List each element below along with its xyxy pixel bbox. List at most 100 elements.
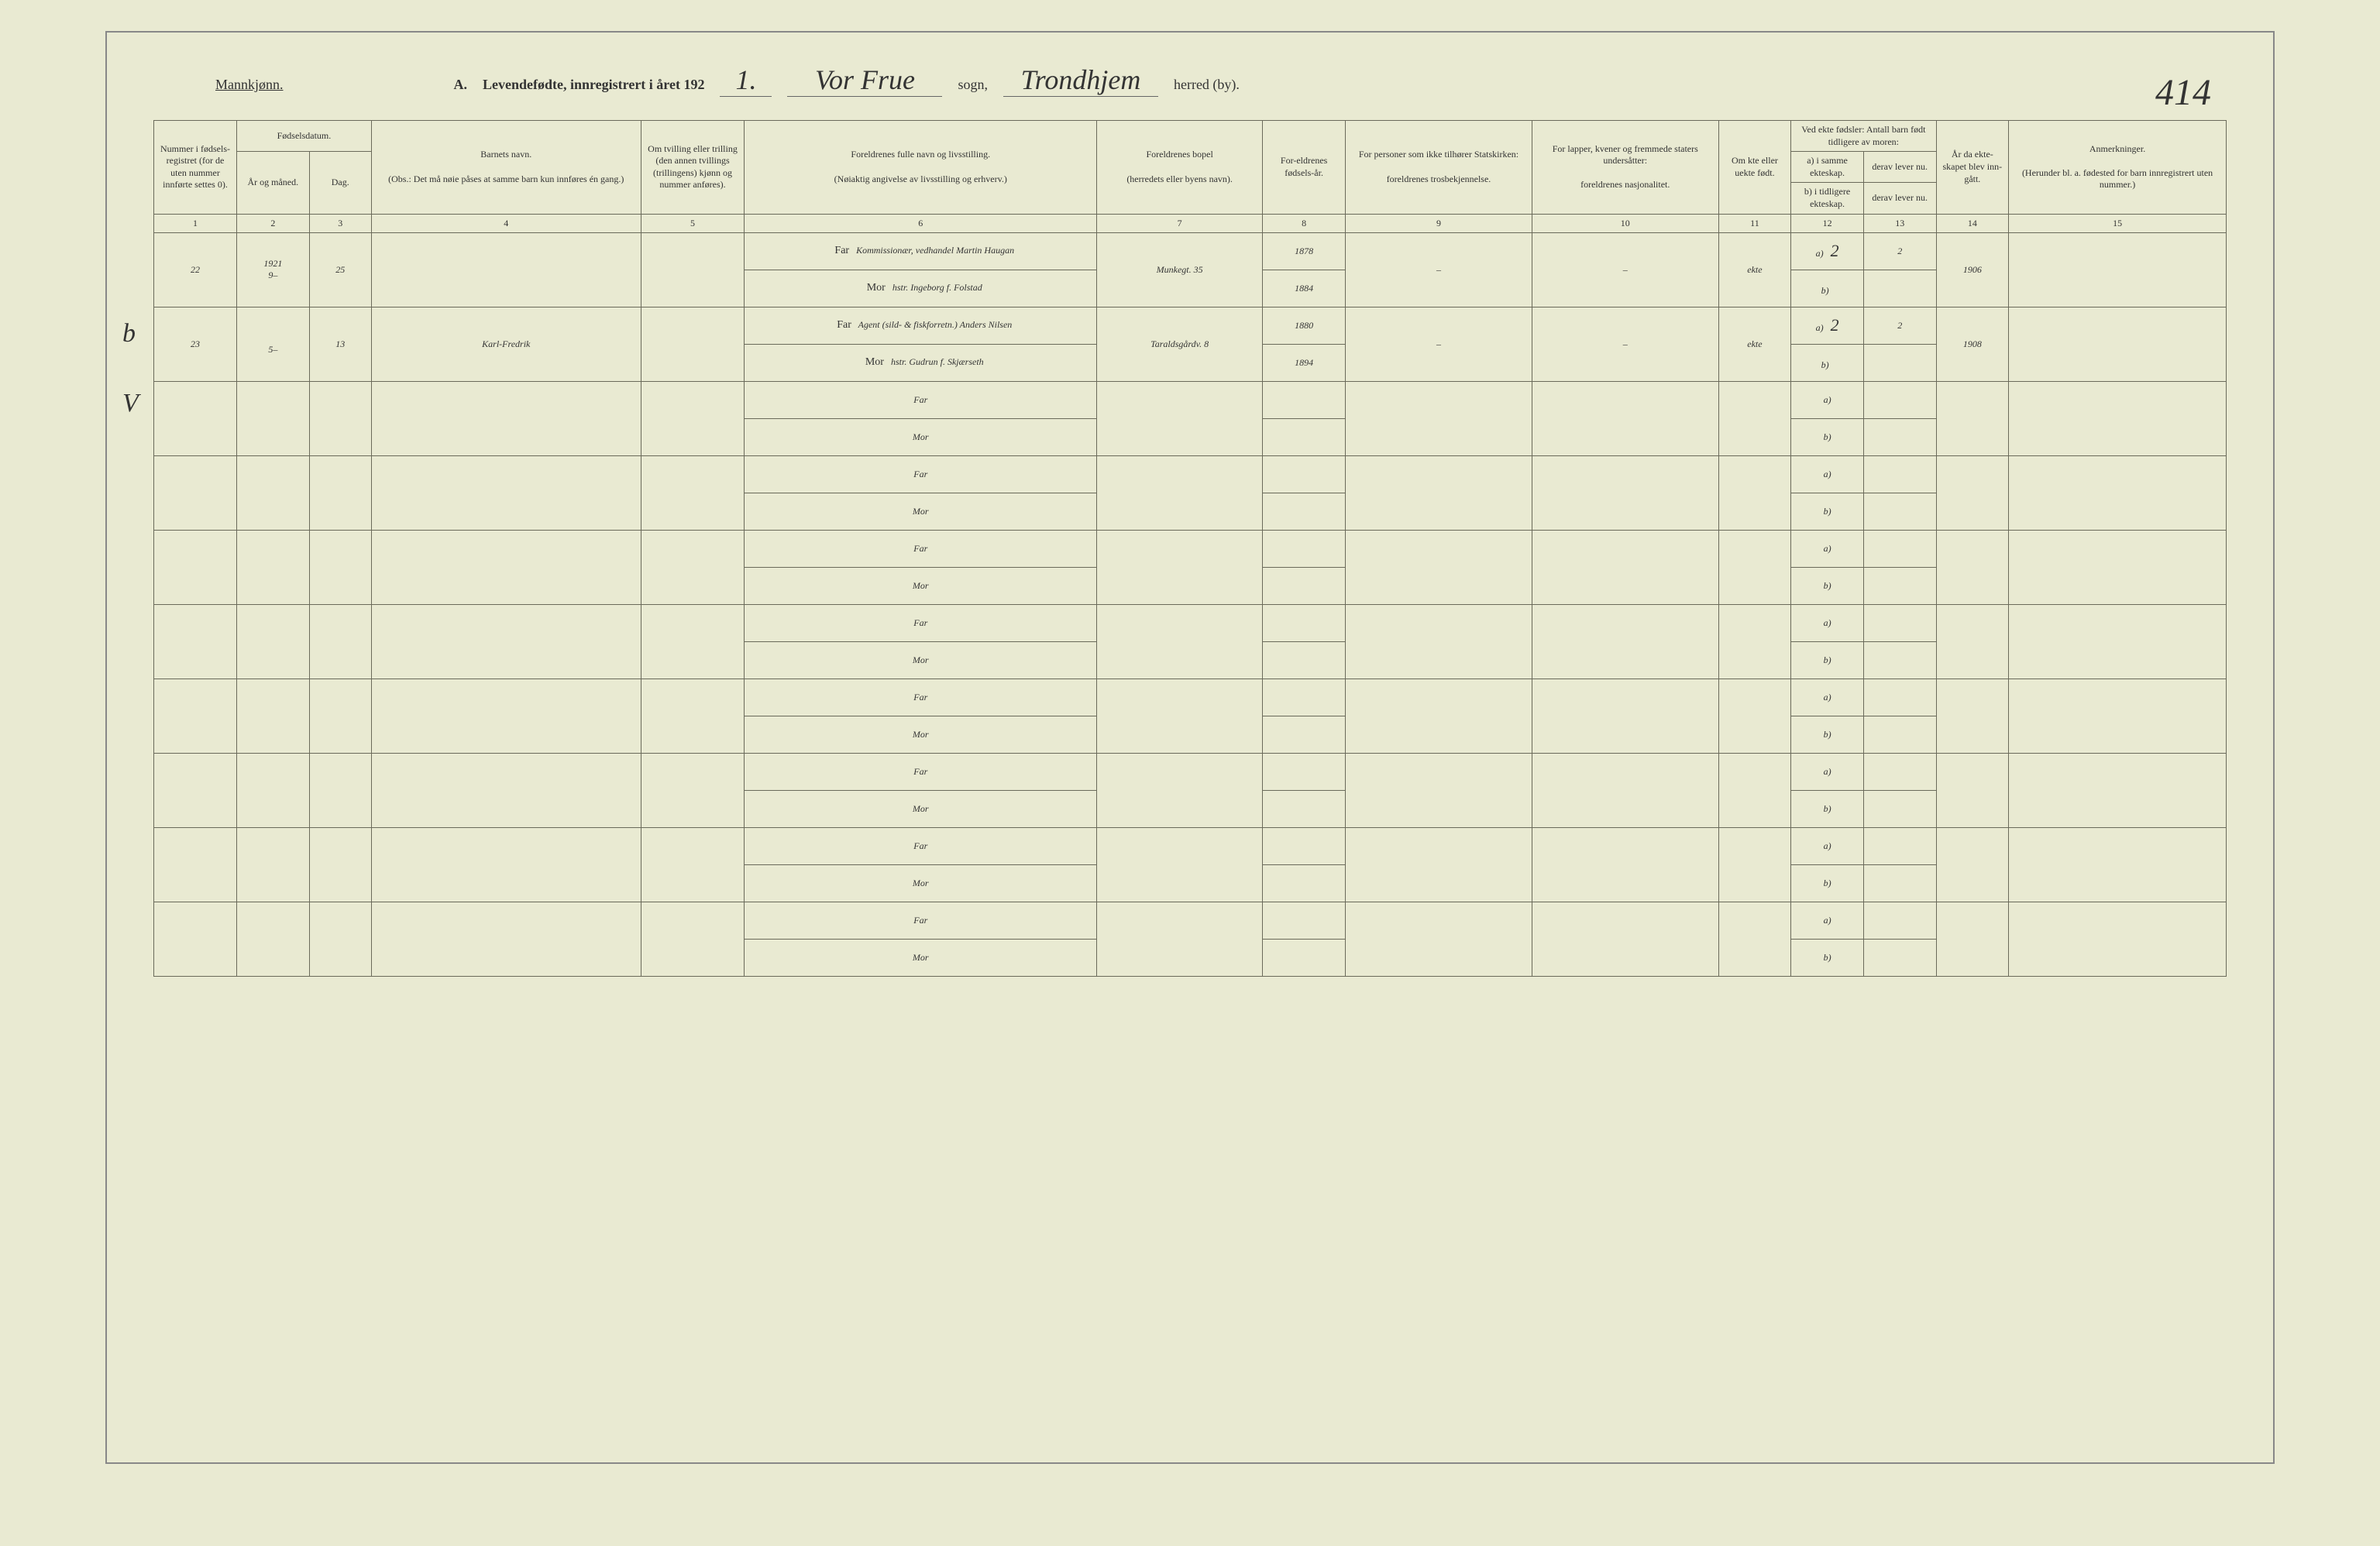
e [1936,530,2009,604]
rec-b-lever [1863,270,1936,307]
e-b: b) [1791,567,1864,604]
e-b: b) [1791,418,1864,455]
rec-marriage: 1908 [1936,307,2009,381]
e [309,530,371,604]
rec-b-prev: b) [1791,270,1864,307]
e [1936,827,2009,902]
margin-mark-1: b [122,319,136,349]
e [1863,493,1936,530]
e [237,455,310,530]
hdr-c12-top: Ved ekte fødsler: Antall barn født tidli… [1791,121,1936,152]
e [1532,604,1718,679]
e [1263,641,1346,679]
e [1863,864,1936,902]
e [1346,679,1532,753]
e [1263,827,1346,864]
e [1863,753,1936,790]
e [1718,455,1791,530]
hdr-c1: Nummer i fødsels-registret (for de uten … [154,121,237,215]
e [1863,455,1936,493]
e [1936,753,2009,827]
e-far: Far [745,604,1097,641]
coln-10: 10 [1532,214,1718,232]
hdr-c4: Barnets navn. (Obs.: Det må nøie påses a… [371,121,641,215]
e [1718,679,1791,753]
e [371,604,641,679]
e [1097,455,1263,530]
e [641,455,745,530]
e [309,455,371,530]
hdr-c15-t: Anmerkninger. [2089,143,2145,154]
coln-9: 9 [1346,214,1532,232]
sogn-hand: Vor Frue [787,64,942,97]
e [1863,381,1936,418]
hdr-c13a: derav lever nu. [1863,152,1936,183]
e [1532,455,1718,530]
e [371,827,641,902]
e [309,753,371,827]
e [237,381,310,455]
coln-2: 2 [237,214,310,232]
e [371,381,641,455]
e [1097,530,1263,604]
e [309,902,371,976]
e [1936,679,2009,753]
title-row: Mannkjønn. A. Levendefødte, innregistrer… [153,64,2227,97]
e [154,455,237,530]
e [1532,381,1718,455]
e [1346,604,1532,679]
e [1863,902,1936,939]
e [1263,902,1346,939]
e [1936,902,2009,976]
coln-15: 15 [2009,214,2227,232]
e [1263,530,1346,567]
e [1263,679,1346,716]
coln-14: 14 [1936,214,2009,232]
empty-row-far: Fara) [154,604,2227,641]
hdr-c14: År da ekte-skapet blev inn-gått. [1936,121,2009,215]
rec-twin [641,232,745,307]
rec-a-same: a) 2 [1791,232,1864,270]
e [2009,827,2227,902]
table-header: Nummer i fødsels-registret (for de uten … [154,121,2227,233]
rec-remarks [2009,232,2227,307]
e [1346,455,1532,530]
e [1718,827,1791,902]
e [154,753,237,827]
rec-far: Far Kommissionær, vedhandel Martin Hauga… [745,232,1097,270]
e [154,530,237,604]
herred-hand: Trondhjem [1003,64,1158,97]
e [1263,716,1346,753]
e-a: a) [1791,530,1864,567]
e [2009,530,2227,604]
e [1097,381,1263,455]
rec-child [371,232,641,307]
e [1863,716,1936,753]
hdr-c6-t: Foreldrenes fulle navn og livsstilling. [851,149,990,160]
e [1346,530,1532,604]
e-mor: Mor [745,493,1097,530]
hdr-c9-n: foreldrenes trosbekjennelse. [1387,173,1491,184]
e [237,530,310,604]
e [237,827,310,902]
hdr-c9-t: For personer som ikke tilhører Statskirk… [1359,149,1518,160]
e [1863,827,1936,864]
empty-row-far: Fara) [154,902,2227,939]
e [641,827,745,902]
e [1863,604,1936,641]
e [154,679,237,753]
e-a: a) [1791,827,1864,864]
register-page: b V Mannkjønn. A. Levendefødte, innregis… [105,31,2275,1464]
e [309,679,371,753]
e [237,753,310,827]
e-mor: Mor [745,641,1097,679]
empty-row-far: Fara) [154,530,2227,567]
e [1936,604,2009,679]
record-row-far: 235–13Karl-FredrikFar Agent (sild- & fis… [154,307,2227,344]
hdr-c4-t: Barnets navn. [480,149,531,160]
caption: Levendefødte, innregistrert i året 192 [483,77,704,92]
rec-mor: Mor hstr. Gudrun f. Skjærseth [745,344,1097,381]
rec-bopel: Taraldsgårdv. 8 [1097,307,1263,381]
rec-mor-year: 1884 [1263,270,1346,307]
e [154,381,237,455]
